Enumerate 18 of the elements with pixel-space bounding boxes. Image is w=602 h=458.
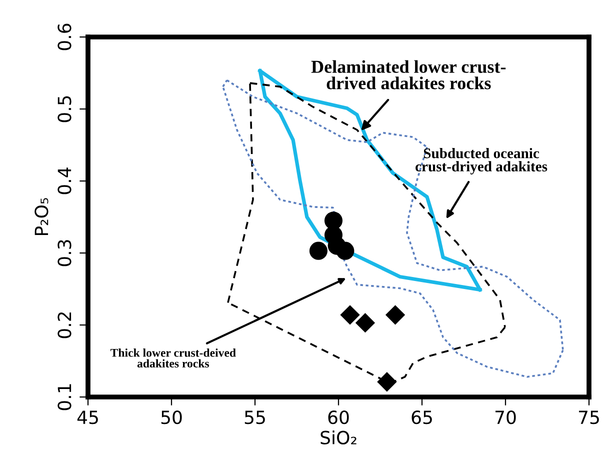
y-tick-label: 0.3 <box>58 240 72 266</box>
annotation: Delaminated lower crust- drived adakites rocks <box>311 60 506 90</box>
y-tick-label: 0.1 <box>58 384 72 410</box>
x-tick-label: 70 <box>495 410 516 424</box>
x-tick-label: 75 <box>578 410 599 424</box>
annotation: Thick lower crust-deived adakites rocks <box>110 348 236 368</box>
x-tick-label: 50 <box>161 410 182 424</box>
y-tick-label: 0.5 <box>58 96 72 122</box>
x-tick-label: 65 <box>412 410 432 424</box>
x-tick-label: 60 <box>328 410 349 424</box>
y-tick-label: 0.4 <box>58 168 72 194</box>
x-axis-title: SiO₂ <box>320 430 356 444</box>
y-tick-label: 0.6 <box>58 24 72 50</box>
x-tick-label: 55 <box>244 410 265 424</box>
x-tick-label: 45 <box>77 410 98 424</box>
annotation: Subducted oceanic crust-driyed adakites <box>416 148 548 174</box>
y-axis-title: P₂O₅ <box>34 198 48 236</box>
y-tick-label: 0.2 <box>58 312 72 338</box>
